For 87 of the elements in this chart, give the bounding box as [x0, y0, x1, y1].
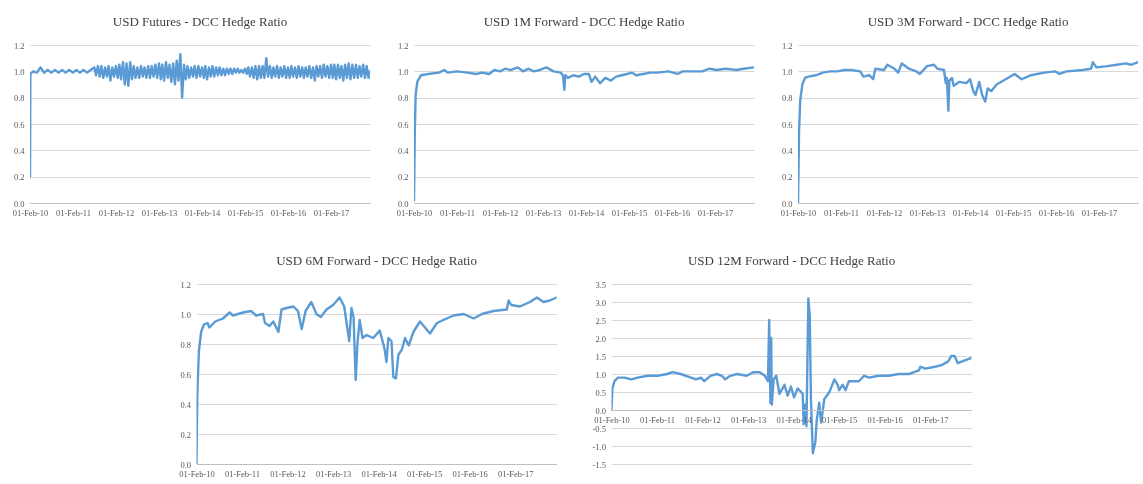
x-tick-label: 01-Feb-11	[55, 207, 92, 218]
x-tick-label: 01-Feb-16	[452, 468, 488, 479]
x-tick-label: 01-Feb-16	[867, 414, 903, 425]
x-tick-label: 01-Feb-14	[361, 468, 398, 479]
x-tick-label: 01-Feb-14	[568, 207, 605, 218]
chart-title: USD 12M Forward - DCC Hedge Ratio	[687, 253, 896, 268]
chart-title: USD 3M Forward - DCC Hedge Ratio	[867, 14, 1069, 29]
y-tick-label: 0.2	[397, 172, 409, 183]
y-tick-label: 1.0	[595, 369, 606, 380]
x-tick-label: 01-Feb-12	[482, 207, 519, 218]
y-tick-label: 0.8	[397, 93, 409, 104]
x-tick-label: 01-Feb-16	[1038, 207, 1075, 218]
y-tick-label: 0.4	[180, 399, 192, 410]
x-tick-label: 01-Feb-15	[611, 207, 648, 218]
y-tick-label: 0.5	[595, 387, 606, 398]
x-tick-label: 01-Feb-12	[685, 414, 721, 425]
y-tick-label: 2.0	[595, 333, 606, 344]
y-tick-label: 0.4	[13, 145, 26, 156]
y-tick-label: 0.8	[13, 93, 25, 104]
x-tick-label: 01-Feb-10	[780, 207, 817, 218]
y-tick-label: 1.0	[781, 66, 793, 77]
x-tick-label: 01-Feb-14	[184, 207, 221, 218]
x-tick-label: 01-Feb-13	[909, 207, 946, 218]
x-tick-label: 01-Feb-14	[952, 207, 989, 218]
x-tick-label: 01-Feb-16	[270, 207, 307, 218]
y-tick-label: 3.0	[595, 297, 606, 308]
x-tick-label: 01-Feb-15	[406, 468, 443, 479]
line-series	[30, 53, 370, 178]
x-tick-label: 01-Feb-17	[498, 468, 534, 479]
y-tick-label: 1.2	[13, 40, 25, 51]
y-tick-label: 1.0	[13, 66, 25, 77]
x-tick-label: 01-Feb-10	[12, 207, 49, 218]
y-tick-label: 1.0	[180, 309, 191, 320]
y-tick-label: 0.6	[781, 119, 793, 130]
line-series	[196, 296, 557, 464]
y-tick-label: 0.2	[180, 429, 191, 440]
y-tick-label: 0.4	[781, 145, 794, 156]
x-tick-label: 01-Feb-11	[224, 468, 261, 479]
y-tick-label: 0.0	[180, 459, 191, 470]
chart-title: USD 6M Forward - DCC Hedge Ratio	[276, 253, 477, 268]
x-tick-label: 01-Feb-13	[141, 207, 178, 218]
x-tick-label: 01-Feb-11	[639, 414, 676, 425]
y-tick-label: 0.6	[180, 369, 191, 380]
chart-title: USD Futures - DCC Hedge Ratio	[112, 14, 288, 29]
x-tick-label: 01-Feb-15	[995, 207, 1032, 218]
y-tick-label: 0.2	[13, 172, 25, 183]
y-tick-label: 0.2	[781, 172, 793, 183]
x-tick-label: 01-Feb-11	[823, 207, 860, 218]
y-tick-label: 1.2	[180, 279, 191, 290]
y-tick-label: 1.0	[397, 66, 409, 77]
x-tick-label: 01-Feb-15	[821, 414, 858, 425]
chart-title: USD 1M Forward - DCC Hedge Ratio	[483, 14, 685, 29]
y-tick-label: 0.8	[781, 93, 793, 104]
x-tick-label: 01-Feb-12	[866, 207, 903, 218]
y-tick-label: 2.5	[595, 315, 606, 326]
y-tick-label: 0.0	[781, 198, 793, 209]
y-tick-label: 0.8	[180, 339, 191, 350]
x-tick-label: 01-Feb-13	[525, 207, 562, 218]
x-tick-label: 01-Feb-10	[179, 468, 215, 479]
x-tick-label: 01-Feb-12	[98, 207, 135, 218]
x-tick-label: 01-Feb-17	[697, 207, 734, 218]
x-tick-label: 01-Feb-17	[313, 207, 350, 218]
y-tick-label: 0.6	[397, 119, 409, 130]
x-tick-label: 01-Feb-10	[594, 414, 630, 425]
y-tick-label: 1.2	[781, 40, 793, 51]
x-tick-label: 01-Feb-13	[730, 414, 767, 425]
y-tick-label: 0.0	[13, 198, 25, 209]
line-series	[798, 60, 1138, 203]
y-tick-label: -1.0	[592, 441, 606, 452]
y-tick-label: 0.4	[397, 145, 410, 156]
x-tick-label: 01-Feb-16	[654, 207, 691, 218]
x-tick-label: 01-Feb-15	[227, 207, 264, 218]
y-tick-label: 3.5	[595, 279, 606, 290]
y-tick-label: 0.0	[595, 405, 606, 416]
x-tick-label: 01-Feb-11	[439, 207, 476, 218]
x-tick-label: 01-Feb-13	[315, 468, 352, 479]
y-tick-label: 0.6	[13, 119, 25, 130]
y-tick-label: -1.5	[592, 459, 606, 470]
x-tick-label: 01-Feb-10	[396, 207, 433, 218]
y-tick-label: -0.5	[592, 423, 606, 434]
y-tick-label: 1.2	[397, 40, 409, 51]
x-tick-label: 01-Feb-17	[1081, 207, 1118, 218]
y-tick-label: 0.0	[397, 198, 409, 209]
x-tick-label: 01-Feb-17	[913, 414, 949, 425]
y-tick-label: 1.5	[595, 351, 606, 362]
x-tick-label: 01-Feb-12	[270, 468, 306, 479]
line-series	[414, 66, 754, 202]
